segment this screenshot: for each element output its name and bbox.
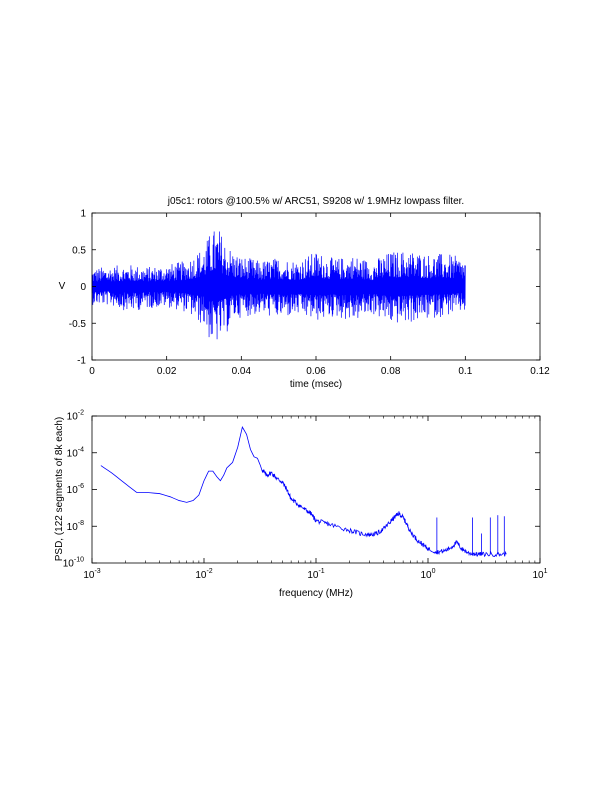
bottom-ytick-label: 10-10 bbox=[63, 557, 84, 570]
top-ytick-label: -1 bbox=[77, 356, 86, 367]
top-xlabel: time (msec) bbox=[290, 379, 342, 390]
bottom-ytick-label: 10-8 bbox=[67, 520, 84, 533]
top-xtick-label: 0.12 bbox=[530, 366, 550, 377]
bottom-xtick-label: 100 bbox=[420, 568, 435, 581]
top-xtick-label: 0.06 bbox=[306, 366, 326, 377]
top-ytick-label: 0 bbox=[80, 282, 86, 293]
top-ytick-label: 0.5 bbox=[72, 245, 86, 256]
top-xtick-label: 0.04 bbox=[232, 366, 252, 377]
top-ytick-label: -0.5 bbox=[69, 319, 87, 330]
bottom-xtick-label: 101 bbox=[532, 568, 547, 581]
signal-line bbox=[91, 231, 466, 340]
bottom-xlabel: frequency (MHz) bbox=[279, 588, 353, 599]
psd-trace bbox=[100, 425, 507, 558]
psd-line bbox=[100, 425, 507, 558]
bottom-ytick-label: 10-6 bbox=[67, 483, 84, 496]
bottom-ylabel: PSD, (122 segments of 8k each) bbox=[54, 417, 65, 562]
bottom-xtick-label: 10-2 bbox=[195, 568, 212, 581]
bottom-xtick-label: 10-3 bbox=[83, 568, 100, 581]
top-ylabel: V bbox=[59, 281, 66, 292]
top-subplot: j05c1: rotors @100.5% w/ ARC51, S9208 w/… bbox=[59, 196, 551, 390]
top-signal-trace bbox=[91, 231, 466, 340]
top-xtick-label: 0.08 bbox=[381, 366, 401, 377]
bottom-ytick-label: 10-2 bbox=[67, 410, 84, 423]
bottom-ytick-label: 10-4 bbox=[67, 446, 84, 459]
figure-title: j05c1: rotors @100.5% w/ ARC51, S9208 w/… bbox=[167, 196, 464, 207]
top-ytick-label: 1 bbox=[80, 209, 86, 220]
top-xtick-label: 0.02 bbox=[157, 366, 177, 377]
bottom-subplot: 10-3 10-2 10-1 100 10110-1010-810-610-410-2 … bbox=[54, 410, 548, 600]
top-xtick-label: 0.1 bbox=[458, 366, 472, 377]
top-axis-ticks: 0 0.02 0.04 0.06 0.08 0.1 0.12 -1 -0.5 0 0.5 1 bbox=[69, 209, 550, 378]
bottom-xtick-label: 10-1 bbox=[307, 568, 324, 581]
top-xtick-label: 0 bbox=[89, 366, 95, 377]
